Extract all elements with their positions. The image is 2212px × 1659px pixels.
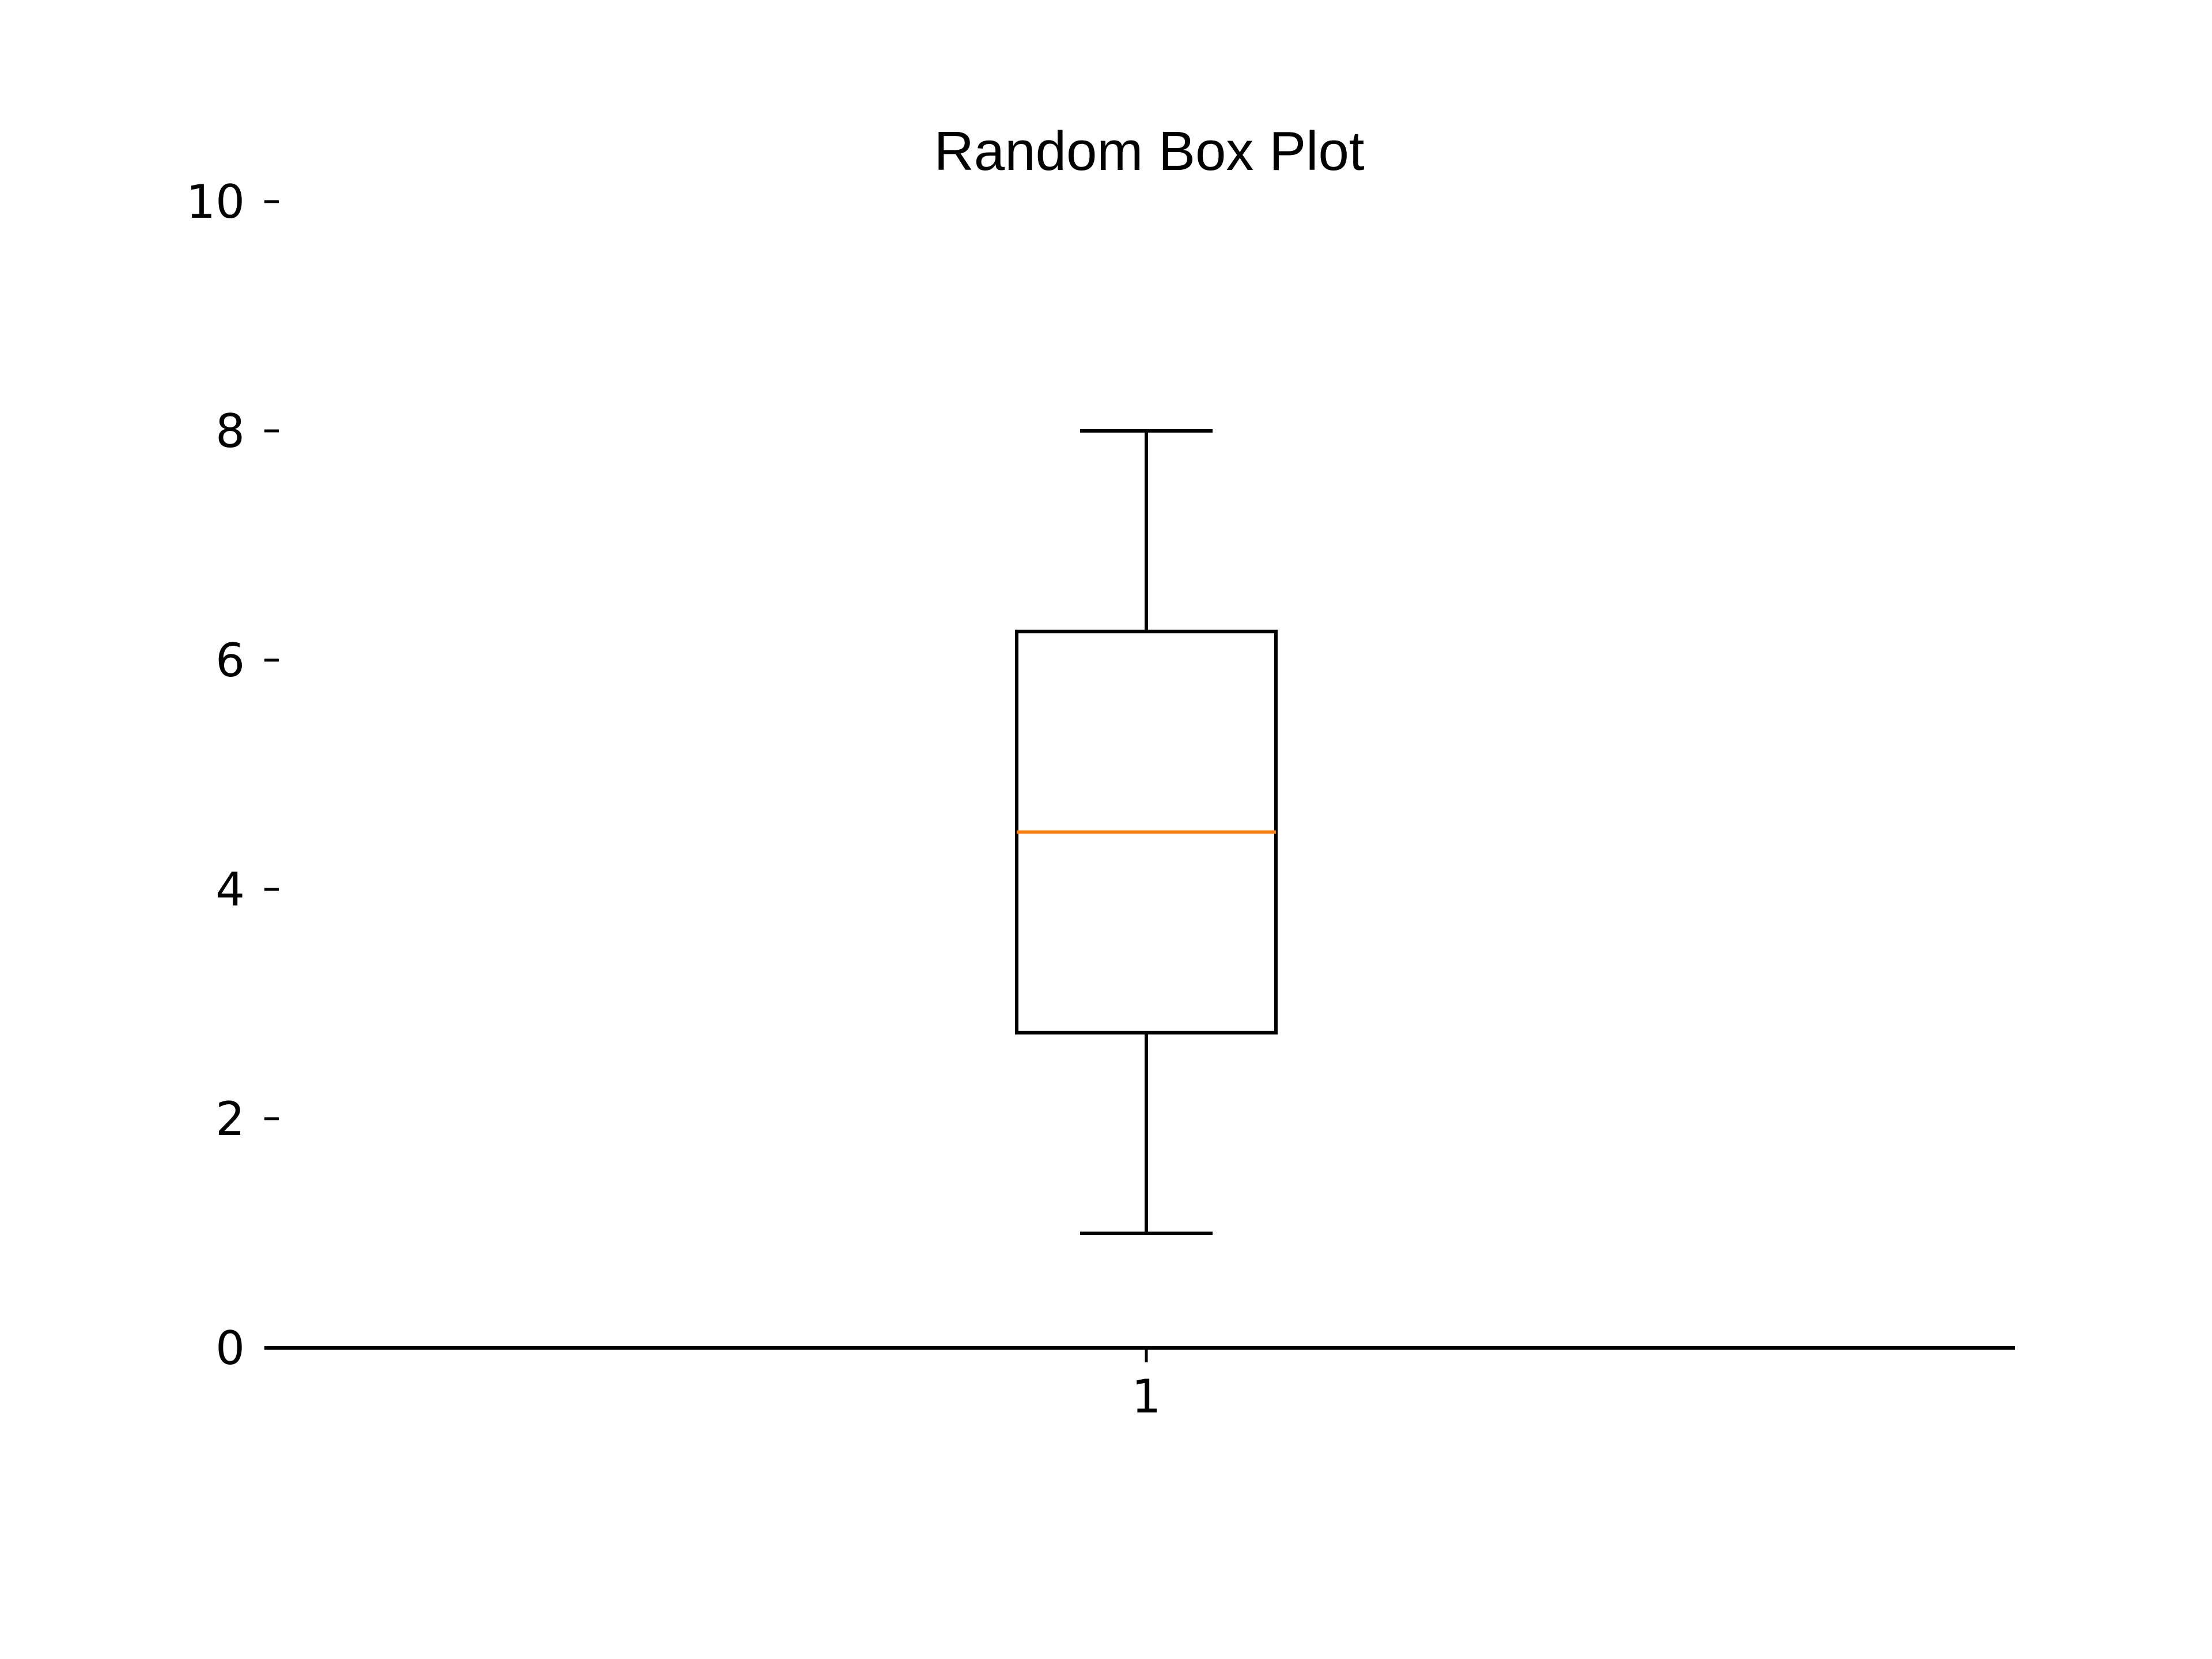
box-group [1015,429,1278,1235]
x-axis: 1 [1132,1348,1161,1423]
y-tick-label: 6 [215,634,245,687]
chart-title: Random Box Plot [934,120,1364,182]
y-tick-label: 8 [215,404,245,458]
y-tick-label: 4 [215,863,245,916]
y-tick-label: 10 [186,175,245,229]
y-axis: 0 2 4 6 8 10 [186,175,279,1375]
x-tick-label: 1 [1132,1370,1161,1423]
y-tick-label: 2 [215,1092,245,1146]
y-tick-label: 0 [215,1321,245,1375]
